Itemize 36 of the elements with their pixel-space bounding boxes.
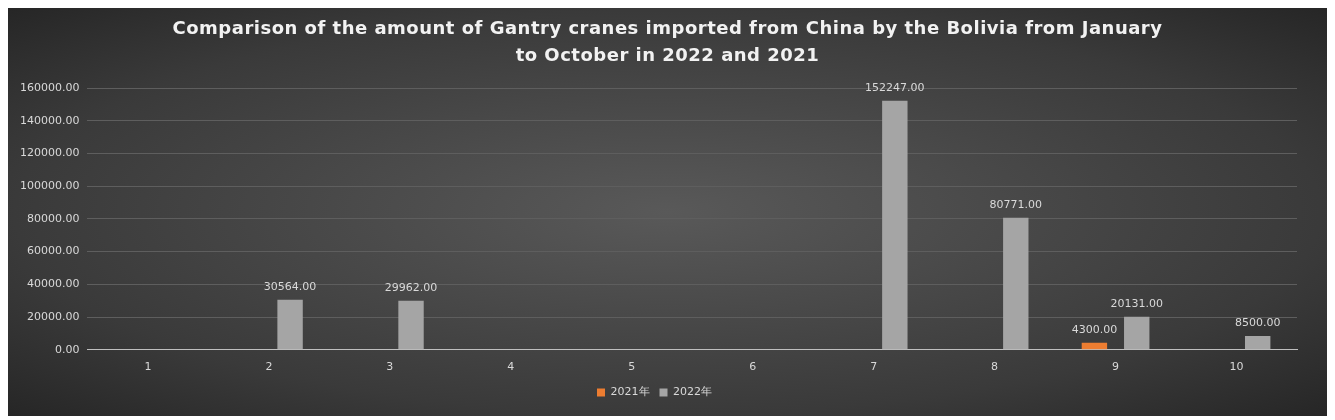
y-tick-label: 120000.00 xyxy=(19,146,80,160)
x-tick-label: 7 xyxy=(870,360,878,374)
x-tick-label: 10 xyxy=(1229,360,1244,374)
y-tick-label: 60000.00 xyxy=(26,244,80,258)
y-tick-label: 160000.00 xyxy=(19,80,80,94)
legend-label: 2021年 xyxy=(610,385,650,399)
y-tick-label: 40000.00 xyxy=(26,277,80,291)
data-label: 80771.00 xyxy=(989,198,1043,211)
x-tick-label: 9 xyxy=(1112,360,1120,374)
y-tick-label: 140000.00 xyxy=(19,113,80,127)
bar xyxy=(882,100,908,350)
bar xyxy=(398,300,424,350)
data-label: 4300.00 xyxy=(1071,323,1118,337)
data-label: 152247.00 xyxy=(865,81,925,95)
x-tick-label: 8 xyxy=(991,360,999,374)
x-tick-label: 5 xyxy=(628,360,636,374)
x-tick-label: 2 xyxy=(265,360,273,374)
bar xyxy=(277,299,303,350)
data-label: 30564.00 xyxy=(263,280,317,294)
y-tick-label: 0.00 xyxy=(54,342,80,356)
bar xyxy=(1124,316,1150,350)
bar xyxy=(1244,335,1271,350)
bar xyxy=(1081,342,1108,350)
data-label: 29962.00 xyxy=(384,281,438,295)
y-tick-label: 100000.00 xyxy=(19,179,80,193)
legend-label: 2022年 xyxy=(673,385,712,399)
data-label: 8500.00 xyxy=(1234,316,1281,330)
bar xyxy=(1003,217,1029,350)
y-tick-label: 20000.00 xyxy=(26,309,80,323)
y-tick-label: 80000.00 xyxy=(26,211,80,225)
x-tick-label: 4 xyxy=(507,360,515,374)
x-tick-label: 1 xyxy=(144,360,152,374)
x-tick-label: 3 xyxy=(386,360,394,374)
data-label: 20131.00 xyxy=(1110,297,1163,311)
chart-title: Comparison of the amount of Gantry cranes imported from China by the Bolivia from January to October in 2022 and 2021 xyxy=(171,16,1164,67)
x-tick-label: 6 xyxy=(749,360,757,374)
